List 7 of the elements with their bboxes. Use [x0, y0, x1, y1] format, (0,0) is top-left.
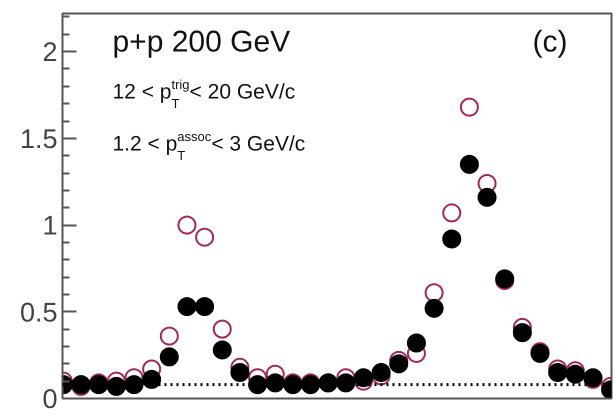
y-tick-label: 1	[42, 210, 58, 241]
chart-title: p+p 200 GeV	[112, 26, 290, 58]
y-tick-label: 0.5	[20, 297, 58, 328]
annotation: (c)	[532, 26, 568, 58]
y-tick-label: 2	[42, 37, 58, 68]
y-tick-label: 1.5	[20, 124, 58, 154]
y-tick-label: 0	[42, 384, 58, 414]
